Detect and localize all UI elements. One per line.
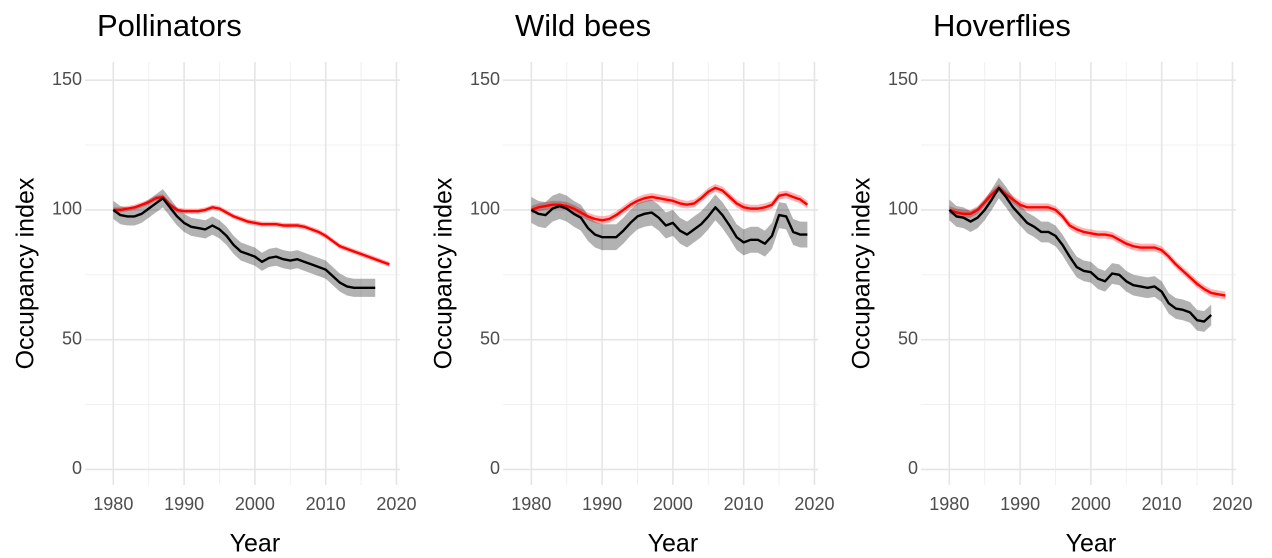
x-tick-label: 2000 bbox=[1071, 494, 1111, 514]
y-axis-title: Occupancy index bbox=[12, 177, 40, 369]
y-tick-label: 50 bbox=[62, 328, 82, 348]
y-tick-label: 50 bbox=[898, 328, 918, 348]
y-tick-label: 150 bbox=[52, 69, 82, 89]
y-axis-title: Occupancy index bbox=[848, 177, 876, 369]
x-tick-label: 2000 bbox=[235, 494, 275, 514]
y-tick-label: 0 bbox=[490, 458, 500, 478]
x-tick-label: 2000 bbox=[653, 494, 693, 514]
trend-line bbox=[948, 186, 1226, 297]
trend-line bbox=[112, 197, 376, 289]
y-axis-title: Occupancy index bbox=[430, 177, 458, 369]
y-tick-label: 0 bbox=[908, 458, 918, 478]
x-axis-title: Year bbox=[648, 530, 699, 558]
x-axis-title: Year bbox=[1066, 530, 1117, 558]
trend-line bbox=[113, 195, 390, 266]
trend-line bbox=[948, 186, 1213, 323]
panel: 1980 1990 2000 2010 2020 0 50 100 150 Wild bees Ye… bbox=[430, 8, 835, 557]
y-tick-label: 100 bbox=[470, 199, 500, 219]
panel: 1980 1990 2000 2010 2020 0 50 100 150 Hoverflies Y… bbox=[848, 8, 1253, 557]
x-tick-label: 1990 bbox=[164, 494, 204, 514]
x-axis-title: Year bbox=[230, 530, 281, 558]
trend-line bbox=[530, 186, 809, 222]
chart-title: Hoverflies bbox=[933, 8, 1071, 43]
y-tick-label: 100 bbox=[888, 199, 918, 219]
x-tick-label: 1980 bbox=[929, 494, 969, 514]
x-tick-label: 2010 bbox=[1142, 494, 1182, 514]
confidence-band bbox=[113, 194, 390, 268]
chart-title: Pollinators bbox=[97, 8, 242, 43]
x-tick-label: 1980 bbox=[511, 494, 551, 514]
y-tick-label: 0 bbox=[72, 458, 82, 478]
x-tick-label: 1990 bbox=[582, 494, 622, 514]
panel: 1980 1990 2000 2010 2020 0 50 100 150 Pollinators… bbox=[12, 8, 417, 557]
confidence-band bbox=[113, 189, 376, 297]
x-tick-label: 2020 bbox=[1212, 494, 1252, 514]
y-tick-label: 150 bbox=[888, 69, 918, 89]
confidence-band bbox=[949, 177, 1212, 332]
x-tick-label: 1990 bbox=[1000, 494, 1040, 514]
x-tick-label: 2020 bbox=[794, 494, 834, 514]
x-tick-label: 2010 bbox=[306, 494, 346, 514]
chart-title: Wild bees bbox=[515, 8, 651, 43]
x-tick-label: 2020 bbox=[376, 494, 416, 514]
y-tick-label: 150 bbox=[470, 69, 500, 89]
x-tick-label: 1980 bbox=[93, 494, 133, 514]
x-tick-label: 2010 bbox=[724, 494, 764, 514]
confidence-band bbox=[949, 183, 1226, 300]
y-tick-label: 50 bbox=[480, 328, 500, 348]
y-tick-label: 100 bbox=[52, 199, 82, 219]
trend-line bbox=[530, 204, 808, 245]
